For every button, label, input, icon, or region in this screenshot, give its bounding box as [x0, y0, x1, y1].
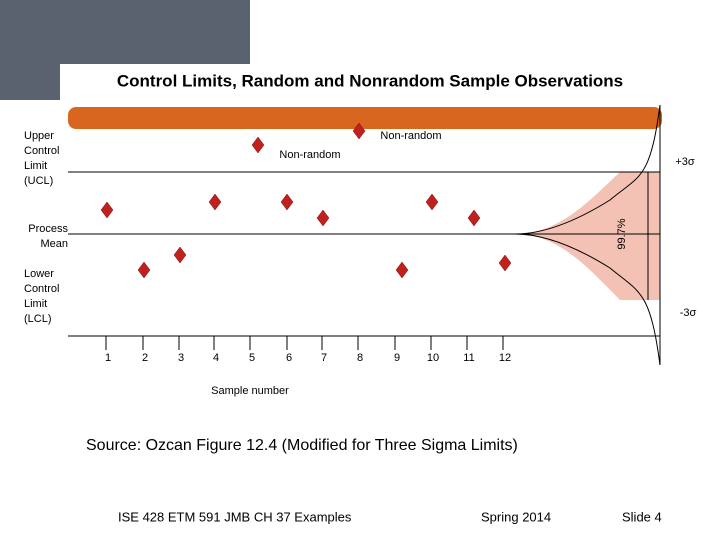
lcl-label: Lower — [24, 268, 54, 280]
orange-bar — [68, 107, 662, 129]
x-tick-label: 10 — [427, 352, 439, 364]
observation — [173, 246, 187, 264]
nonrandom-label: Non-random — [380, 130, 441, 142]
nonrandom-label: Non-random — [279, 149, 340, 161]
observation — [100, 201, 114, 219]
ucl-label: Limit — [24, 160, 47, 172]
minus3sigma: -3σ — [680, 307, 697, 319]
x-tick-label: 9 — [394, 352, 400, 364]
x-tick-label: 8 — [357, 352, 363, 364]
x-tick-label: 3 — [178, 352, 184, 364]
observation — [251, 136, 265, 154]
ucl-label: Upper — [24, 130, 54, 142]
lcl-label: Control — [24, 283, 59, 295]
title-box — [60, 64, 680, 104]
x-tick-label: 1 — [105, 352, 111, 364]
lcl-label: Limit — [24, 298, 47, 310]
x-axis-label: Sample number — [211, 385, 289, 397]
observation — [395, 261, 409, 279]
mean-label: Mean — [40, 238, 68, 250]
x-tick-label: 5 — [249, 352, 255, 364]
observation — [208, 193, 222, 211]
bell-shade — [515, 172, 660, 300]
x-tick-label: 6 — [286, 352, 292, 364]
observation — [352, 122, 366, 140]
ucl-label: (UCL) — [24, 175, 53, 187]
source: Source: Ozcan Figure 12.4 (Modified for … — [86, 437, 518, 454]
observation — [137, 261, 151, 279]
plus3sigma: +3σ — [675, 156, 695, 168]
observation — [316, 209, 330, 227]
footer-slide: Slide 4 — [622, 509, 662, 524]
observation — [425, 193, 439, 211]
observation — [498, 254, 512, 272]
x-tick-label: 12 — [499, 352, 511, 364]
x-tick-label: 4 — [213, 352, 219, 364]
x-tick-label: 7 — [321, 352, 327, 364]
points — [100, 122, 512, 279]
x-tick-label: 2 — [142, 352, 148, 364]
title: Control Limits, Random and Nonrandom Sam… — [117, 71, 623, 90]
observation — [467, 209, 481, 227]
lcl-label: (LCL) — [24, 313, 52, 325]
mean-label: Process — [28, 223, 68, 235]
coverage-label: 99.7% — [616, 218, 628, 249]
ucl-label: Control — [24, 145, 59, 157]
observation — [280, 193, 294, 211]
footer-term: Spring 2014 — [481, 509, 551, 524]
x-tick-label: 11 — [463, 352, 474, 364]
footer-course: ISE 428 ETM 591 JMB CH 37 Examples — [118, 509, 352, 524]
